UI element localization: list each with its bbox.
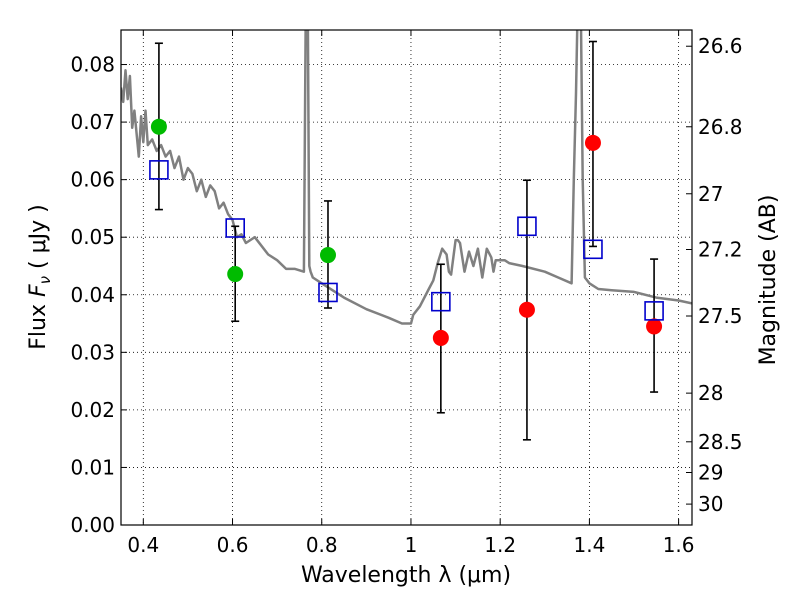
y-tick-label: 0.02 [70, 398, 115, 422]
magnitude-axis: 26.6 26.8 27 27.2 27.5 28 28.5 29 30 [686, 34, 743, 516]
x-tick-label: 1.6 [663, 533, 695, 557]
magnitude-tick-label: 27 [698, 182, 723, 206]
y-tick-label: 0.03 [70, 340, 115, 364]
y-tick-label: 0.07 [70, 110, 115, 134]
y-tick-label: 0.00 [70, 513, 115, 537]
y-tick-label: 0.05 [70, 225, 115, 249]
observed-flux-point [319, 247, 336, 264]
observed-flux-point [432, 329, 449, 346]
y-axis-label: Flux Fν ( μJy ) [26, 204, 54, 349]
x-tick-label: 0.4 [127, 533, 159, 557]
y-tick-label: 0.01 [70, 455, 115, 479]
model-flux-square [431, 291, 451, 312]
model-flux-square [318, 282, 338, 303]
x-tick-label: 1.4 [573, 533, 605, 557]
plot-frame [120, 29, 693, 526]
magnitude-tick-label: 27.5 [698, 304, 743, 328]
y-axis: 0.00 0.01 0.02 0.03 0.04 0.05 0.06 0.07 0.08 [70, 53, 127, 537]
magnitude-tick-label: 28 [698, 381, 723, 405]
marker-layer [149, 118, 664, 346]
magnitude-tick-label: 28.5 [698, 430, 743, 454]
observed-flux-point [584, 134, 601, 151]
observed-flux-point [646, 318, 663, 335]
y-tick-label: 0.08 [70, 53, 115, 77]
x-tick-label: 1.2 [484, 533, 516, 557]
x-tick-label: 1 [405, 533, 418, 557]
observed-flux-point [150, 118, 167, 135]
magnitude-tick-label: 26.6 [698, 34, 743, 58]
y-tick-label: 0.04 [70, 283, 115, 307]
magnitude-tick-label: 26.8 [698, 115, 743, 139]
x-tick-label: 0.8 [306, 533, 338, 557]
grid [121, 30, 692, 526]
model-flux-square [149, 160, 169, 180]
x-tick-label: 0.6 [217, 533, 249, 557]
model-flux-square [517, 216, 537, 237]
magnitude-axis-label: Magnitude (AB) [756, 195, 781, 366]
model-flux-square [225, 218, 245, 238]
x-axis: 0.4 0.6 0.8 1 1.2 1.4 1.6 [127, 30, 695, 557]
observed-flux-point [227, 266, 244, 283]
magnitude-tick-label: 27.2 [698, 237, 743, 261]
plot-background [121, 30, 692, 525]
model-flux-square [644, 301, 664, 321]
x-axis-label: Wavelength λ (μm) [301, 563, 511, 588]
magnitude-tick-label: 29 [698, 461, 723, 485]
y-tick-label: 0.06 [70, 168, 115, 192]
observed-flux-point [518, 301, 535, 318]
magnitude-tick-label: 30 [698, 492, 723, 516]
model-flux-square [583, 239, 603, 260]
